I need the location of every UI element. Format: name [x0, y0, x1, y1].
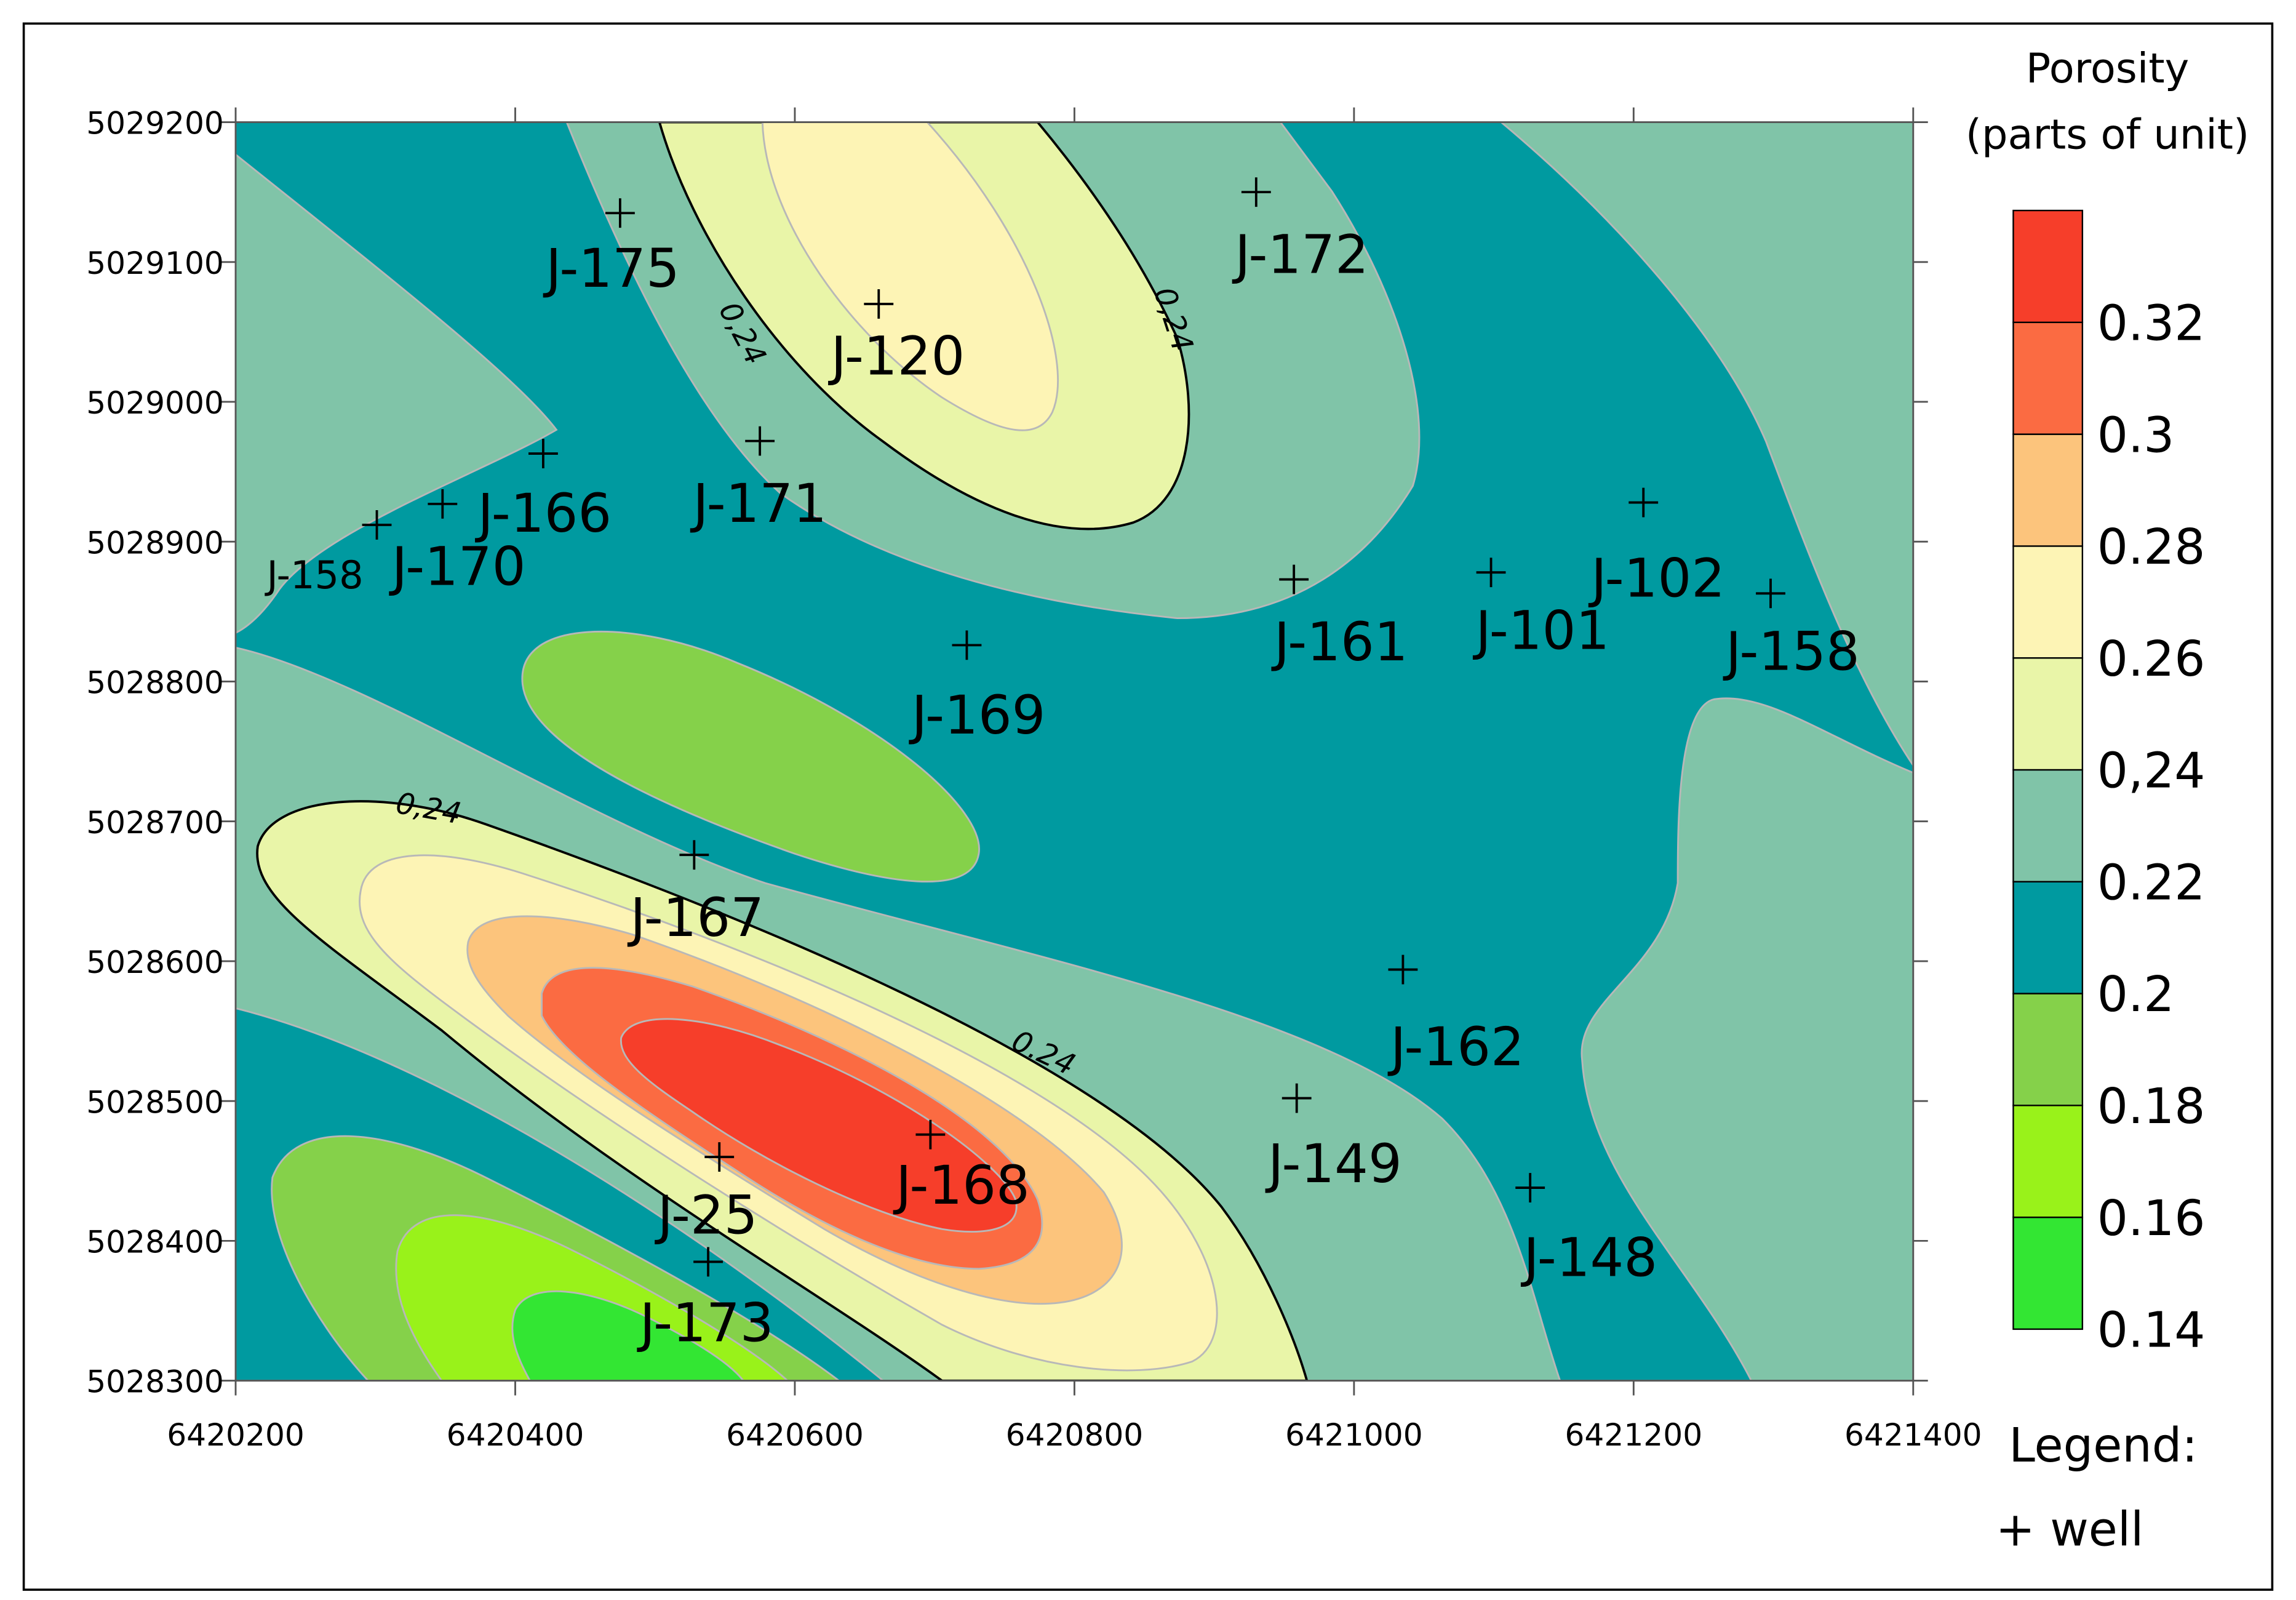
- legend-title: Legend:: [2009, 1418, 2198, 1473]
- colorbar-swatch: [2012, 433, 2084, 547]
- well-marker: [428, 489, 458, 519]
- contour-field: [236, 122, 1913, 1381]
- well-marker: [679, 840, 709, 870]
- well-label: J-25: [655, 1185, 758, 1246]
- well-marker: [528, 439, 558, 468]
- colorbar-tick-label: 0,24: [2097, 743, 2206, 799]
- colorbar-tick-label: 0.2: [2097, 966, 2175, 1023]
- colorbar-tick-label: 0.22: [2097, 854, 2206, 911]
- well-label: J-149: [1265, 1134, 1402, 1195]
- colorbar-swatch: [2012, 545, 2084, 659]
- well-marker: [605, 198, 635, 228]
- well-label: J-167: [627, 887, 764, 949]
- well-label: J-102: [1588, 548, 1725, 610]
- colorbar-title: Porosity: [2026, 44, 2189, 92]
- well-marker: [1756, 578, 1785, 609]
- x-tick-label: 6420800: [1006, 1417, 1144, 1453]
- x-tick-label: 6421200: [1565, 1417, 1703, 1453]
- well-label: J-162: [1387, 1017, 1525, 1078]
- colorbar-tick-label: 0.26: [2097, 631, 2206, 687]
- colorbar-tick-label: 0.32: [2097, 295, 2206, 352]
- well-marker: [952, 630, 982, 660]
- y-tick-label: 5028800: [86, 665, 224, 701]
- well-label: J-158: [1723, 622, 1860, 683]
- y-tick-label: 5028300: [86, 1364, 224, 1400]
- well-marker: [704, 1142, 735, 1172]
- x-tick-label: 6420200: [167, 1417, 305, 1453]
- colorbar-swatch: [2012, 209, 2084, 324]
- well-label: J-120: [828, 326, 965, 388]
- well-label: J-161: [1271, 612, 1408, 673]
- contour-band: [511, 1290, 745, 1381]
- y-tick-label: 5029000: [86, 385, 224, 421]
- well-marker: [1241, 177, 1271, 207]
- x-tick-label: 6421400: [1844, 1417, 1982, 1453]
- colorbar-tick-label: 0.14: [2097, 1302, 2206, 1359]
- y-tick-label: 5029100: [86, 245, 224, 281]
- well-label: J-173: [637, 1293, 774, 1354]
- well-label: J-158: [264, 553, 363, 598]
- colorbar-swatch: [2012, 321, 2084, 435]
- well-label: J-169: [909, 685, 1046, 746]
- y-tick-label: 5028500: [86, 1084, 224, 1120]
- contour-band: [521, 630, 980, 883]
- well-marker: [693, 1247, 723, 1277]
- well-label: J-171: [690, 473, 827, 535]
- colorbar-tick-label: 0.3: [2097, 407, 2175, 463]
- colorbar-swatch: [2012, 881, 2084, 994]
- well-label: J-166: [474, 483, 612, 545]
- y-tick-label: 5028700: [86, 804, 224, 841]
- well-marker: [1515, 1173, 1545, 1202]
- legend-item: + well: [1996, 1502, 2144, 1557]
- well-marker: [1628, 487, 1659, 518]
- well-label: J-168: [893, 1155, 1030, 1217]
- well-marker: [915, 1119, 946, 1150]
- colorbar-tick-label: 0.18: [2097, 1078, 2206, 1135]
- x-tick-label: 6421000: [1285, 1417, 1423, 1453]
- well-marker: [1388, 954, 1418, 985]
- well-marker: [745, 426, 775, 456]
- well-marker: [362, 510, 392, 540]
- well-marker: [864, 289, 894, 319]
- colorbar-swatch: [2012, 1105, 2084, 1218]
- well-label: J-101: [1472, 601, 1609, 662]
- colorbar-tick-label: 0.16: [2097, 1190, 2206, 1247]
- contour-band: [1580, 697, 1913, 1381]
- colorbar-swatch: [2012, 769, 2084, 882]
- x-tick-label: 6420400: [447, 1417, 584, 1453]
- contour-band: [236, 153, 558, 634]
- y-tick-label: 5028600: [86, 944, 224, 980]
- colorbar-title: (parts of unit): [1966, 111, 2249, 159]
- well-label: J-170: [389, 536, 526, 598]
- y-tick-label: 5029200: [86, 105, 224, 142]
- contour-band: [1499, 122, 1913, 767]
- y-tick-label: 5028900: [86, 524, 224, 561]
- well-label: J-172: [1232, 225, 1369, 286]
- colorbar-tick-label: 0.28: [2097, 519, 2206, 575]
- colorbar-swatch: [2012, 1216, 2084, 1330]
- contour-band: [761, 122, 1059, 431]
- well-marker: [1282, 1083, 1312, 1113]
- well-marker: [1279, 564, 1309, 594]
- well-label: J-148: [1520, 1228, 1657, 1289]
- well-marker: [1476, 558, 1506, 588]
- colorbar-swatch: [2012, 993, 2084, 1106]
- well-label: J-175: [543, 238, 680, 300]
- colorbar-swatch: [2012, 657, 2084, 771]
- y-tick-label: 5028400: [86, 1224, 224, 1260]
- contour-band: [620, 1018, 1018, 1233]
- x-tick-label: 6420600: [726, 1417, 864, 1453]
